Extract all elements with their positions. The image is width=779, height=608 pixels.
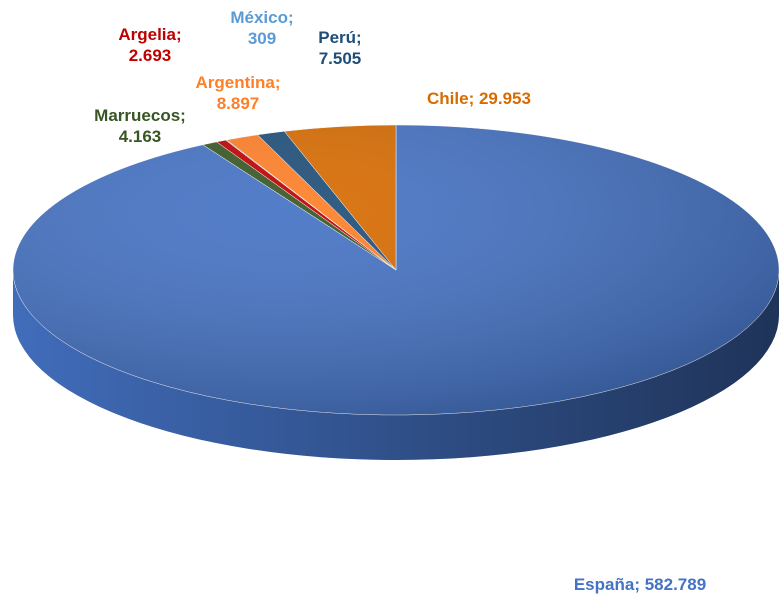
- data-label-line: Argentina;: [196, 73, 281, 92]
- data-label-line: Argelia;: [118, 25, 181, 44]
- top-shade: [13, 125, 779, 415]
- data-label: Argelia; 2.693: [118, 25, 181, 65]
- slice-side-shade: [13, 270, 779, 460]
- data-label-line: Perú;: [318, 28, 361, 47]
- data-label: Chile; 29.953: [427, 89, 531, 108]
- data-label-line: 2.693: [129, 46, 172, 65]
- data-label: España; 582.789: [574, 575, 706, 594]
- data-label-line: 8.897: [217, 94, 260, 113]
- data-label: México; 309: [230, 8, 293, 48]
- data-label: Argentina; 8.897: [196, 73, 281, 113]
- data-label-line: 4.163: [119, 127, 162, 146]
- data-label-line: México;: [230, 8, 293, 27]
- data-label-line: 309: [248, 29, 276, 48]
- data-label-line: Marruecos;: [94, 106, 186, 125]
- data-label: Perú; 7.505: [318, 28, 361, 68]
- data-label-line: 7.505: [319, 49, 362, 68]
- data-label: Marruecos; 4.163: [94, 106, 186, 146]
